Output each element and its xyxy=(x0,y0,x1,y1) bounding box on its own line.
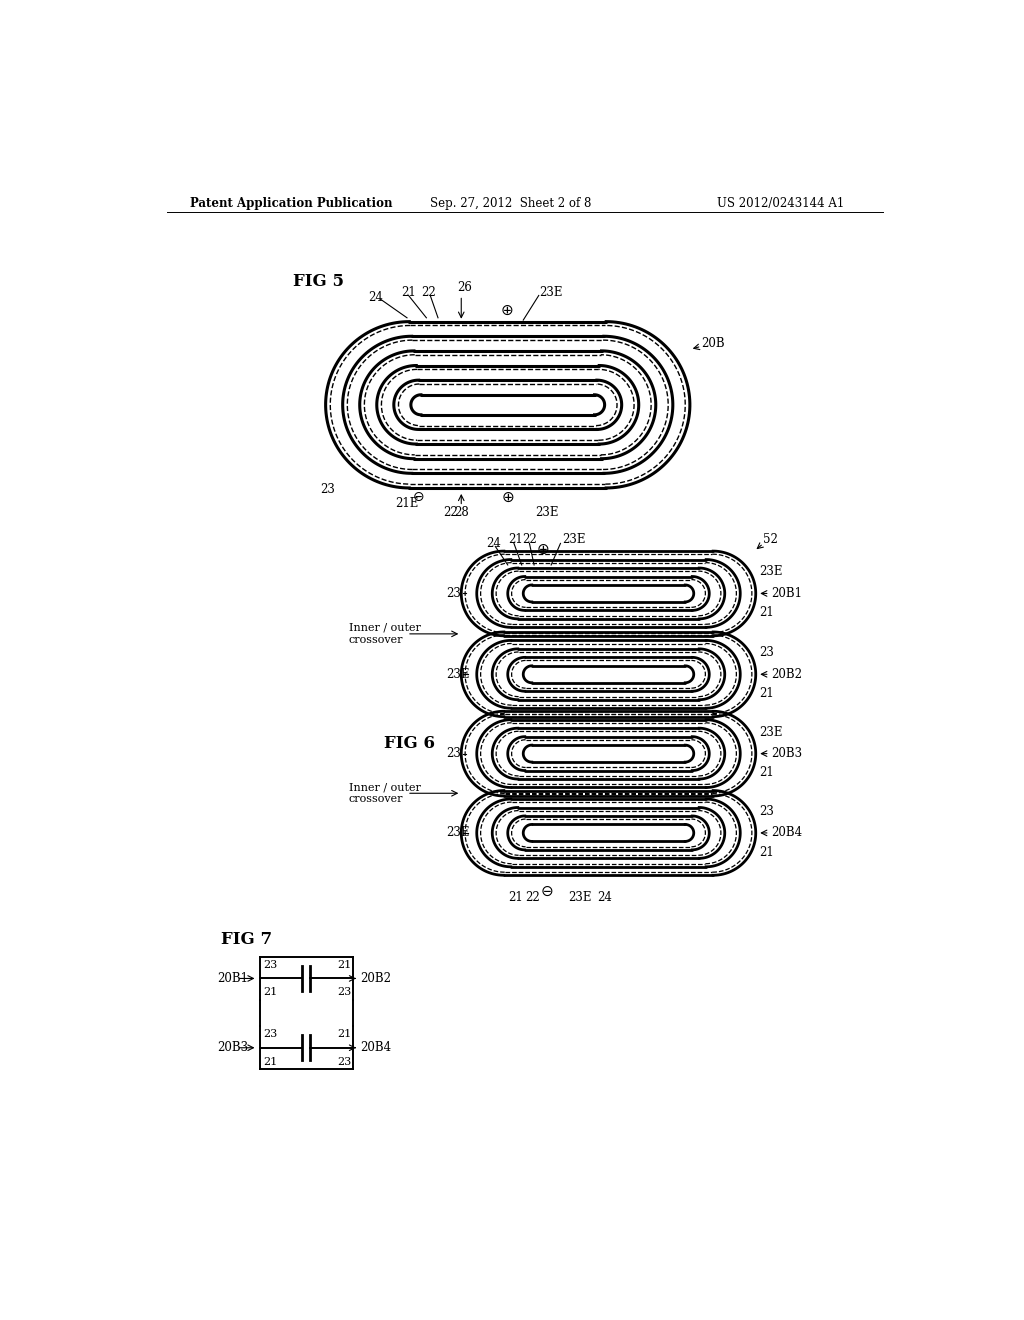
Text: 23E: 23E xyxy=(568,891,592,904)
Text: Inner / outer: Inner / outer xyxy=(349,623,421,632)
Text: $\ominus$: $\ominus$ xyxy=(413,490,425,504)
Text: 20B2: 20B2 xyxy=(771,668,802,681)
Text: 21: 21 xyxy=(760,767,774,779)
Text: Inner / outer: Inner / outer xyxy=(349,783,421,792)
Text: $\oplus$: $\oplus$ xyxy=(500,304,513,318)
Text: 21: 21 xyxy=(337,960,351,970)
Text: 20B2: 20B2 xyxy=(360,972,391,985)
Text: 23E: 23E xyxy=(445,826,469,840)
Text: 23E: 23E xyxy=(760,726,783,739)
Text: 20B4: 20B4 xyxy=(360,1041,391,1055)
Text: 20B3: 20B3 xyxy=(217,1041,248,1055)
Text: 21: 21 xyxy=(263,1056,278,1067)
Text: FIG 5: FIG 5 xyxy=(293,273,344,290)
Text: 20B1: 20B1 xyxy=(771,587,802,601)
Text: 21: 21 xyxy=(508,891,522,904)
Text: 23E: 23E xyxy=(760,565,783,578)
Text: 23: 23 xyxy=(263,960,278,970)
Text: $\oplus$: $\oplus$ xyxy=(536,543,549,557)
Text: 23: 23 xyxy=(760,805,774,818)
Text: 23E: 23E xyxy=(562,533,586,546)
Text: 52: 52 xyxy=(764,533,778,546)
Text: 20B4: 20B4 xyxy=(771,826,803,840)
Text: 24: 24 xyxy=(597,891,611,904)
Text: 28: 28 xyxy=(454,506,469,519)
Text: 21: 21 xyxy=(508,533,522,546)
Text: 23E: 23E xyxy=(539,286,562,298)
Text: 21: 21 xyxy=(760,846,774,859)
Text: US 2012/0243144 A1: US 2012/0243144 A1 xyxy=(717,197,844,210)
Text: 21: 21 xyxy=(337,1028,351,1039)
Text: 23E: 23E xyxy=(535,506,558,519)
Text: 21: 21 xyxy=(263,987,278,998)
Text: 20B1: 20B1 xyxy=(217,972,248,985)
Text: Sep. 27, 2012  Sheet 2 of 8: Sep. 27, 2012 Sheet 2 of 8 xyxy=(430,197,592,210)
Text: 21: 21 xyxy=(760,606,774,619)
Text: 21: 21 xyxy=(400,286,416,298)
Text: 23: 23 xyxy=(445,587,461,601)
Text: 22: 22 xyxy=(421,286,435,298)
Text: 22: 22 xyxy=(443,506,458,519)
Text: FIG 6: FIG 6 xyxy=(384,735,435,752)
Text: crossover: crossover xyxy=(349,795,403,804)
Text: 23: 23 xyxy=(337,987,351,998)
Text: 24: 24 xyxy=(486,537,501,550)
Text: $\oplus$: $\oplus$ xyxy=(501,490,514,504)
Text: 22: 22 xyxy=(521,533,537,546)
Text: FIG 7: FIG 7 xyxy=(221,932,272,949)
Text: 20B3: 20B3 xyxy=(771,747,803,760)
Text: 20B: 20B xyxy=(701,337,725,350)
Text: 23: 23 xyxy=(263,1028,278,1039)
Text: 23: 23 xyxy=(760,647,774,659)
Text: 22: 22 xyxy=(525,891,541,904)
Text: 26: 26 xyxy=(458,281,472,294)
Text: 23: 23 xyxy=(321,483,335,496)
Text: crossover: crossover xyxy=(349,635,403,645)
Text: 21E: 21E xyxy=(395,496,419,510)
Text: 23: 23 xyxy=(445,747,461,760)
Text: 24: 24 xyxy=(369,290,383,304)
Text: Patent Application Publication: Patent Application Publication xyxy=(190,197,392,210)
Text: $\ominus$: $\ominus$ xyxy=(540,884,553,899)
Text: 23E: 23E xyxy=(445,668,469,681)
Text: 23: 23 xyxy=(337,1056,351,1067)
Text: 21: 21 xyxy=(760,686,774,700)
